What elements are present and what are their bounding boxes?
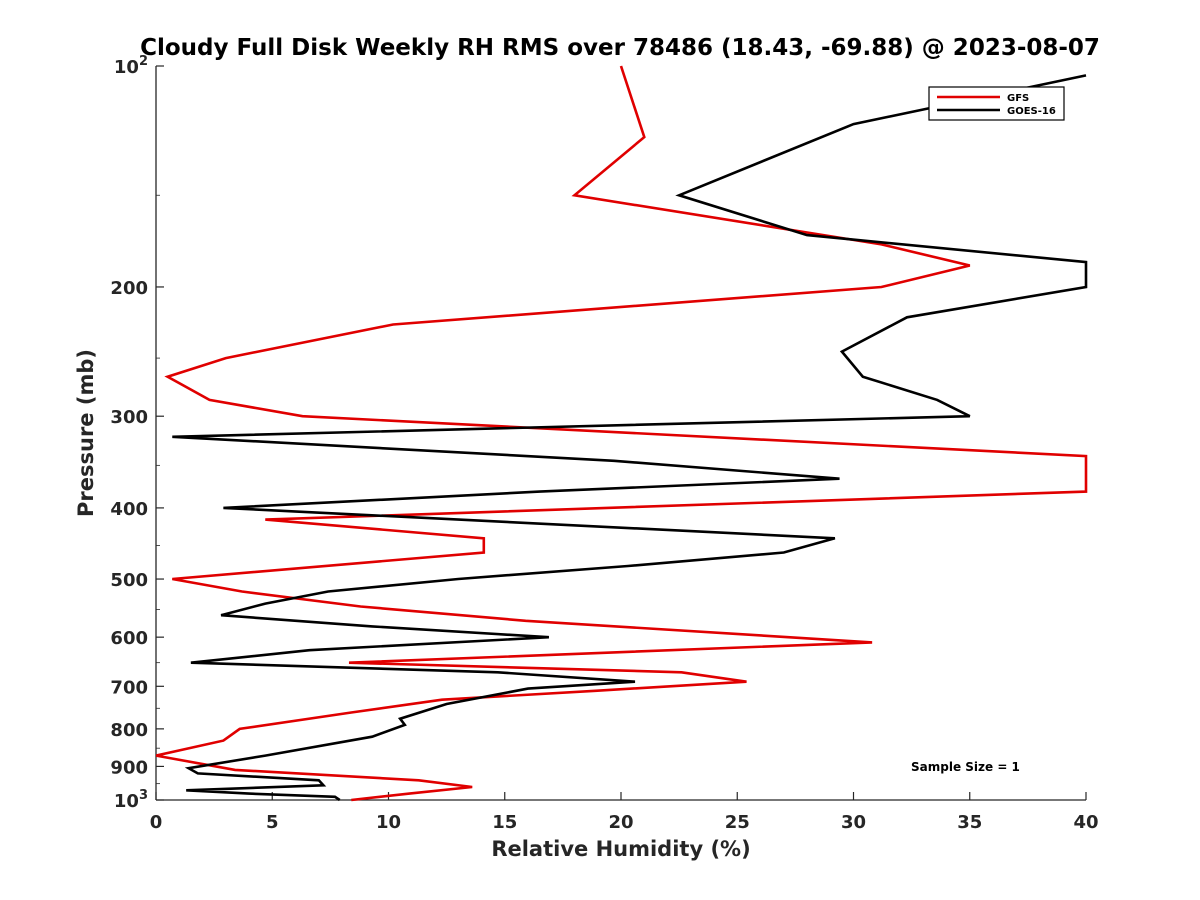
x-tick-label: 15 bbox=[492, 812, 517, 833]
series-line-gfs bbox=[156, 65, 1088, 802]
legend-label-gfs: GFS bbox=[1007, 93, 1029, 104]
legend: GFS GOES-16 bbox=[928, 86, 1065, 121]
y-tick-label: 102 bbox=[114, 54, 148, 78]
x-tick-label: 0 bbox=[150, 812, 163, 833]
y-tick-label: 900 bbox=[110, 757, 148, 778]
legend-label-goes16: GOES-16 bbox=[1007, 106, 1056, 117]
y-tick-label: 400 bbox=[110, 499, 148, 520]
chart-title: Cloudy Full Disk Weekly RH RMS over 7848… bbox=[140, 35, 1100, 61]
sample-size-annotation: Sample Size = 1 bbox=[911, 760, 1020, 774]
x-tick-label: 40 bbox=[1073, 812, 1098, 833]
y-tick-label: 103 bbox=[114, 788, 148, 812]
y-axis-label: Pressure (mb) bbox=[74, 349, 98, 517]
y-tick-label: 300 bbox=[110, 407, 148, 428]
x-axis: 0 5 10 15 20 25 30 35 40 bbox=[150, 792, 1099, 833]
x-tick-label: 30 bbox=[841, 812, 866, 833]
x-tick-label: 20 bbox=[608, 812, 633, 833]
x-tick-label: 5 bbox=[266, 812, 279, 833]
y-tick-label: 800 bbox=[110, 720, 148, 741]
x-axis-label: Relative Humidity (%) bbox=[491, 837, 750, 861]
x-tick-label: 10 bbox=[376, 812, 401, 833]
legend-box bbox=[928, 86, 1065, 121]
y-tick-label: 200 bbox=[110, 278, 148, 299]
x-tick-label: 25 bbox=[725, 812, 750, 833]
y-tick-label: 700 bbox=[110, 677, 148, 698]
x-tick-label: 35 bbox=[957, 812, 982, 833]
series-line-goes16 bbox=[172, 74, 1088, 802]
series-group bbox=[156, 65, 1088, 802]
y-tick-label: 500 bbox=[110, 570, 148, 591]
y-axis: 102 200 300 400 500 600 700 800 900 103 bbox=[110, 54, 164, 812]
y-tick-label: 600 bbox=[110, 628, 148, 649]
